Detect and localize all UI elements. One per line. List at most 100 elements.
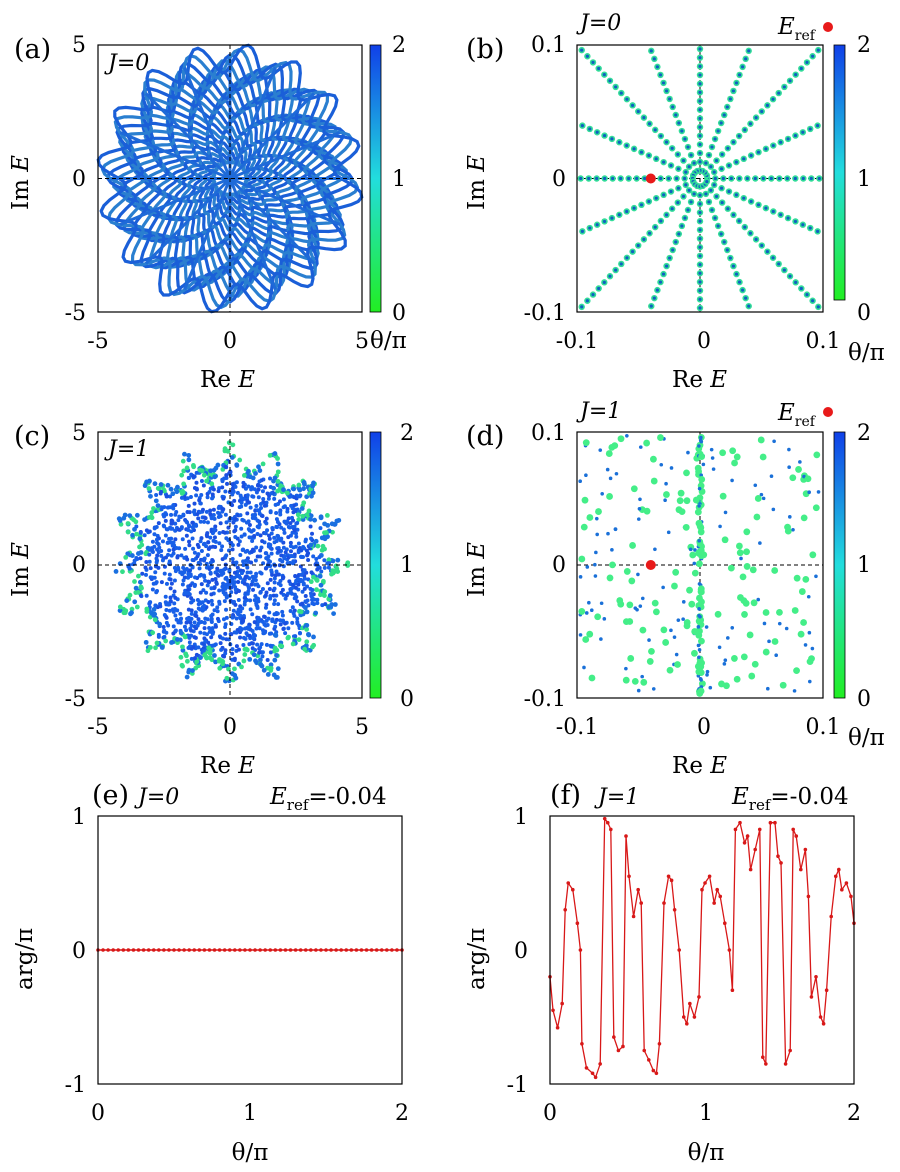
panel-b-eigenvalue-core: [761, 176, 765, 181]
panel-c-eigenvalue-point: [314, 557, 319, 562]
panel-c-eigenvalue-point: [189, 628, 194, 633]
panel-c-eigenvalue-point: [275, 533, 280, 538]
panel-b-eigenvalue-core: [756, 203, 761, 207]
panel-b-eigenvalue-core: [793, 219, 798, 224]
panel-c-eigenvalue-point: [236, 598, 241, 603]
panel-b-eigenvalue-core: [642, 237, 646, 241]
panel-b-eigenvalue-core: [698, 254, 702, 258]
panel-b-eigenvalue-core: [817, 176, 821, 181]
panel-c-eigenvalue-point: [311, 634, 316, 640]
panel-c-eigenvalue-point: [241, 643, 246, 648]
panel-d-eigenvalue-point: [730, 626, 735, 630]
panel-d-colorbar: [833, 431, 846, 699]
panel-f-series-point: [602, 816, 607, 821]
panel-c-colorbar: [369, 431, 382, 699]
panel-e-j-label: J=0: [134, 785, 179, 810]
panel-c-eigenvalue-point: [188, 583, 193, 588]
panel-c-eigenvalue-point: [233, 587, 238, 592]
panel-c-eigenvalue-point: [189, 600, 194, 605]
panel-c-eigenvalue-point: [134, 512, 140, 518]
panel-c-eigenvalue-point: [256, 584, 261, 589]
panel-c-eigenvalue-point: [239, 627, 244, 632]
panel-c-eigenvalue-point: [245, 511, 250, 516]
panel-d-eigenvalue-point: [800, 619, 807, 626]
panel-c-eigenvalue-point: [298, 609, 304, 615]
panel-c-eigenvalue-point: [255, 604, 260, 609]
panel-b-eigenvalue-core: [771, 143, 775, 148]
panel-c-eigenvalue-point: [286, 516, 291, 521]
panel-c-eigenvalue-point: [310, 531, 315, 536]
panel-c-eigenvalue-point: [219, 506, 224, 511]
panel-b-eigenvalue-core: [591, 60, 595, 64]
panel-c-eigenvalue-point: [169, 512, 174, 517]
panel-c-eigenvalue-point: [251, 636, 256, 641]
panel-c-eigenvalue-point: [257, 650, 262, 655]
panel-d-eigenvalue-point: [578, 575, 583, 579]
panel-d-xtick-left: -0.1: [556, 715, 598, 740]
panel-f-series-point: [624, 834, 628, 838]
panel-f-series-point: [718, 894, 723, 899]
panel-d-eigenvalue-point: [787, 447, 791, 452]
panel-c-eigenvalue-point: [150, 539, 155, 544]
panel-d-eigenvalue-point: [678, 508, 686, 516]
panel-c-eigenvalue-point: [205, 495, 210, 500]
panel-b-eigenvalue-core: [719, 232, 723, 236]
panel-c-eigenvalue-point: [305, 584, 310, 589]
panel-d-eigenvalue-point: [802, 575, 810, 583]
panel-f-series-point: [580, 1042, 584, 1046]
panel-b-eigenvalue-core: [748, 122, 753, 126]
panel-d-eigenvalue-point: [753, 513, 761, 521]
panel-c-eigenvalue-point: [198, 630, 203, 635]
panel-c-eigenvalue-point: [224, 595, 229, 600]
panel-c-eigenvalue-point: [218, 521, 223, 526]
panel-d-eigenvalue-point: [740, 597, 748, 605]
panel-d-eigenvalue-point: [731, 459, 738, 467]
panel-c-eigenvalue-point: [178, 570, 183, 575]
panel-b-eigenvalue-core: [698, 125, 702, 129]
panel-c-eigenvalue-point: [215, 572, 220, 577]
panel-c-eigenvalue-point: [134, 524, 139, 529]
panel-e-series-point: [395, 948, 399, 952]
panel-b-eigenvalue-core: [782, 85, 786, 89]
panel-e-series-point: [273, 948, 278, 952]
panel-c-eigenvalue-point: [293, 585, 298, 590]
panel-c-eigenvalue-point: [175, 484, 180, 490]
panel-f-xlabel: θ/π: [688, 1140, 725, 1166]
panel-c-eigenvalue-point: [154, 590, 159, 595]
panel-c-eigenvalue-point: [304, 639, 310, 645]
panel-c-eigenvalue-point: [162, 564, 167, 569]
panel-c-eigenvalue-point: [199, 478, 204, 483]
panel-c-eigenvalue-point: [132, 579, 137, 584]
panel-e-plot-area: [96, 948, 404, 952]
panel-d-eigenvalue-point: [628, 577, 636, 585]
panel-c-eigenvalue-point: [263, 593, 268, 598]
panel-c-eigenvalue-point: [322, 521, 328, 527]
panel-b-eigenvalue-core: [765, 250, 770, 254]
panel-e-series-point: [344, 948, 349, 952]
panel-c-eigenvalue-point: [177, 546, 182, 551]
panel-c-eigenvalue-point: [133, 585, 139, 591]
panel-c-eigenvalue-point: [206, 546, 211, 551]
panel-b-xtick-mid: 0: [697, 329, 711, 354]
panel-d-eigenvalue-point: [588, 674, 596, 682]
panel-c-eigenvalue-point: [226, 525, 231, 530]
panel-c-eigenvalue-point: [315, 601, 320, 606]
panel-c-eigenvalue-point: [149, 610, 154, 616]
panel-c-eigenvalue-point: [142, 483, 148, 489]
panel-c-eigenvalue-point: [215, 609, 220, 614]
panel-d-eigenvalue-point: [731, 655, 738, 662]
panel-c-eigenvalue-point: [217, 599, 222, 604]
panel-c-eigenvalue-point: [267, 536, 272, 541]
panel-f-series-point: [555, 1025, 560, 1030]
panel-b-eigenvalue-core: [734, 81, 739, 85]
panel-c-eigenvalue-point: [264, 500, 269, 505]
panel-c-eigenvalue-point: [247, 535, 252, 540]
panel-b-eigenvalue-core: [764, 206, 768, 210]
panel-b-eigenvalue-core: [608, 274, 612, 278]
panel-c-eigenvalue-point: [283, 631, 288, 636]
panel-c-eigenvalue-point: [236, 542, 241, 547]
panel-c-eigenvalue-point: [152, 617, 158, 623]
panel-d-eigenvalue-point: [664, 481, 668, 486]
panel-c-eigenvalue-point: [239, 500, 244, 505]
panel-b-eigenvalue-core: [734, 193, 738, 197]
